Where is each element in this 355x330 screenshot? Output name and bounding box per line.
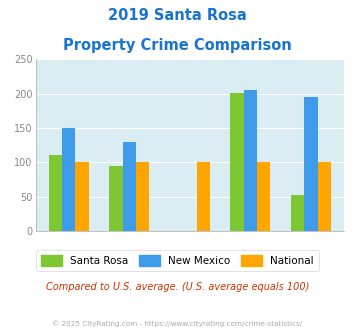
Legend: Santa Rosa, New Mexico, National: Santa Rosa, New Mexico, National (36, 250, 319, 271)
Bar (230, 93, 244, 231)
Bar (244, 90, 257, 231)
Bar (197, 162, 210, 231)
Bar (109, 166, 123, 231)
Bar (49, 155, 62, 231)
Bar (136, 162, 149, 231)
Text: © 2025 CityRating.com - https://www.cityrating.com/crime-statistics/: © 2025 CityRating.com - https://www.city… (53, 320, 302, 327)
Text: Compared to U.S. average. (U.S. average equals 100): Compared to U.S. average. (U.S. average … (46, 282, 309, 292)
Bar (123, 142, 136, 231)
Text: 2019 Santa Rosa: 2019 Santa Rosa (108, 8, 247, 23)
Text: Property Crime Comparison: Property Crime Comparison (63, 38, 292, 53)
Bar (291, 195, 304, 231)
Bar (257, 162, 271, 231)
Bar (318, 162, 331, 231)
Bar (76, 162, 89, 231)
Bar (304, 97, 318, 231)
Bar (62, 128, 76, 231)
